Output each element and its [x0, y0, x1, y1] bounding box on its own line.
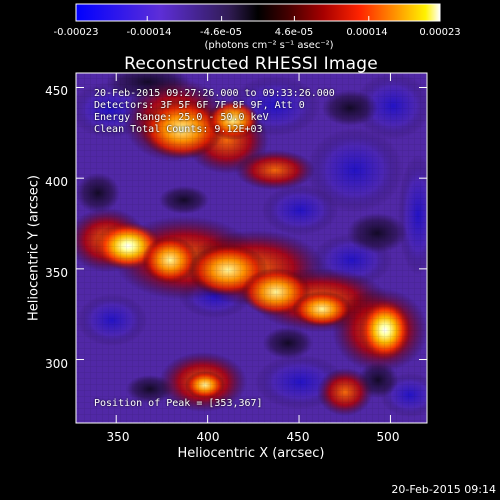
colorbar-tick-label: -0.00023	[53, 27, 99, 38]
colorbar-ticks	[75, 16, 441, 21]
counts-annotation: Clean Total Counts: 9.12E+03	[94, 124, 263, 135]
colorbar-tick-label: -0.00014	[126, 27, 172, 38]
plot-frame	[75, 72, 428, 424]
axis-ticks	[76, 73, 427, 423]
colorbar-tick-label: -4.6e-05	[200, 27, 242, 38]
time-range-annotation: 20-Feb-2015 09:27:26.000 to 09:33:26.000	[94, 88, 335, 99]
y-tick-label: 350	[45, 266, 68, 280]
heatmap-image	[76, 73, 427, 423]
x-tick-label: 400	[196, 430, 220, 444]
footer-timestamp: 20-Feb-2015 09:14	[391, 483, 496, 496]
y-tick-label: 300	[45, 357, 68, 371]
colorbar-units-label: (photons cm⁻² s⁻¹ asec⁻²)	[204, 40, 334, 51]
y-tick-label: 400	[45, 175, 68, 189]
chart-title: Reconstructed RHESSI Image	[124, 54, 378, 74]
y-axis-label: Heliocentric Y (arcsec)	[26, 175, 42, 321]
y-tick-label: 450	[45, 84, 68, 98]
x-tick-label: 350	[106, 430, 130, 444]
colorbar-tick-label: 0.00023	[419, 27, 461, 38]
peak-position-annotation: Position of Peak = [353,367]	[94, 398, 263, 409]
x-axis-label: Heliocentric X (arcsec)	[177, 446, 325, 461]
x-tick-label: 500	[376, 430, 400, 444]
energy-range-annotation: Energy Range: 25.0 - 50.0 keV	[94, 112, 269, 123]
colorbar-gradient	[75, 3, 441, 22]
colorbar-tick-label: 4.6e-05	[274, 27, 314, 38]
detectors-annotation: Detectors: 3F 5F 6F 7F 8F 9F, Att 0	[94, 100, 305, 111]
x-tick-label: 450	[286, 430, 310, 444]
colorbar-tick-label: 0.00014	[346, 27, 388, 38]
